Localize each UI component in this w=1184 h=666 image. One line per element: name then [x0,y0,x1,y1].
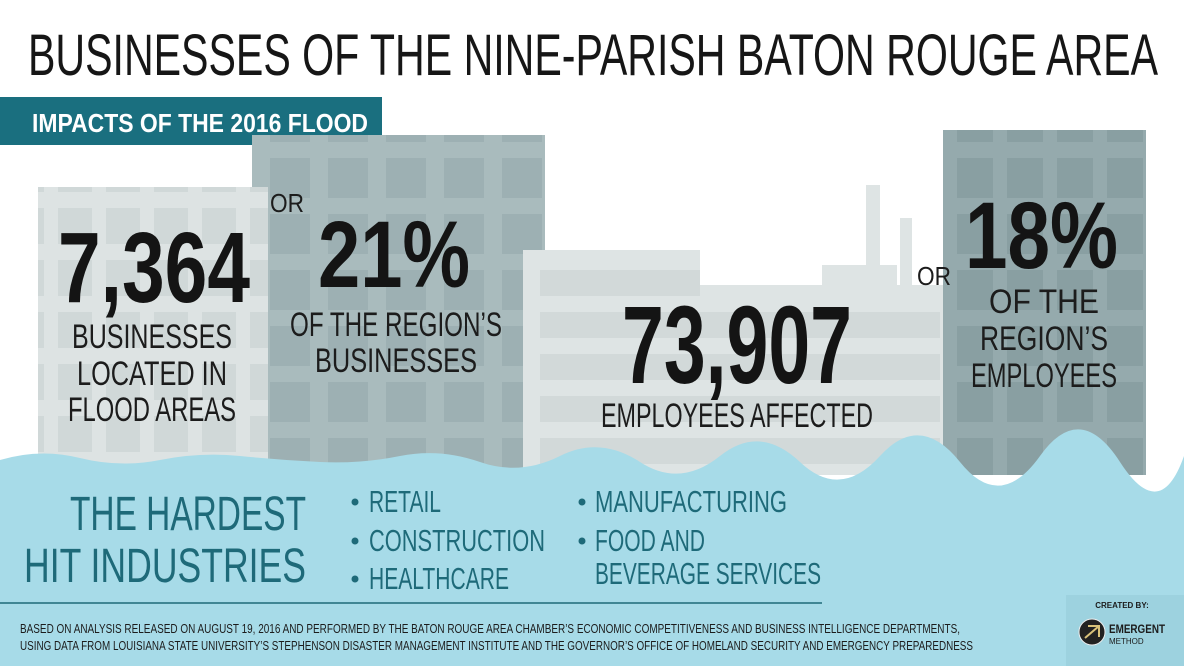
stat-value: 73,907 [622,284,852,407]
industry: MANUFACTURING [595,484,787,519]
industry: BEVERAGE SERVICES [595,556,821,591]
stat-label: OF THE [989,283,1099,321]
connector: OR [917,261,951,291]
industries-heading: HIT INDUSTRIES [24,540,306,593]
footnote: USING DATA FROM LOUISIANA STATE UNIVERSI… [20,638,973,653]
industry: HEALTHCARE [369,561,509,596]
stat-label: EMPLOYEES AFFECTED [601,397,873,435]
industry: CONSTRUCTION [369,523,545,558]
stat-label: OF THE REGION’S [290,306,502,344]
stat-value: 7,364 [58,212,250,324]
stat-label: BUSINESSES [72,318,232,356]
industry: FOOD AND [595,523,705,558]
logo-glyph [1084,625,1100,639]
credit-label: CREATED BY: [1095,601,1148,610]
bullets [351,498,586,583]
subtitle: IMPACTS OF THE 2016 FLOOD [32,108,368,138]
credit-name: EMERGENT [1109,622,1166,636]
industry: RETAIL [369,484,441,519]
industries-heading: THE HARDEST [70,488,306,541]
buildings [38,130,1146,477]
stat-label: REGION’S [980,320,1108,358]
stat-value: 21% [318,202,470,308]
credit-name: METHOD [1109,637,1144,646]
water [0,429,1184,666]
stat-label: FLOOD AREAS [68,391,236,429]
title: BUSINESSES OF THE NINE-PARISH BATON ROUG… [28,23,1158,88]
footnote: BASED ON ANALYSIS RELEASED ON AUGUST 19,… [20,621,960,636]
connector: OR [270,188,304,218]
stat-label: EMPLOYEES [971,357,1117,395]
stat-label: BUSINESSES [315,342,477,380]
stat-value: 18% [965,183,1118,289]
stat-label: LOCATED IN [77,355,227,393]
